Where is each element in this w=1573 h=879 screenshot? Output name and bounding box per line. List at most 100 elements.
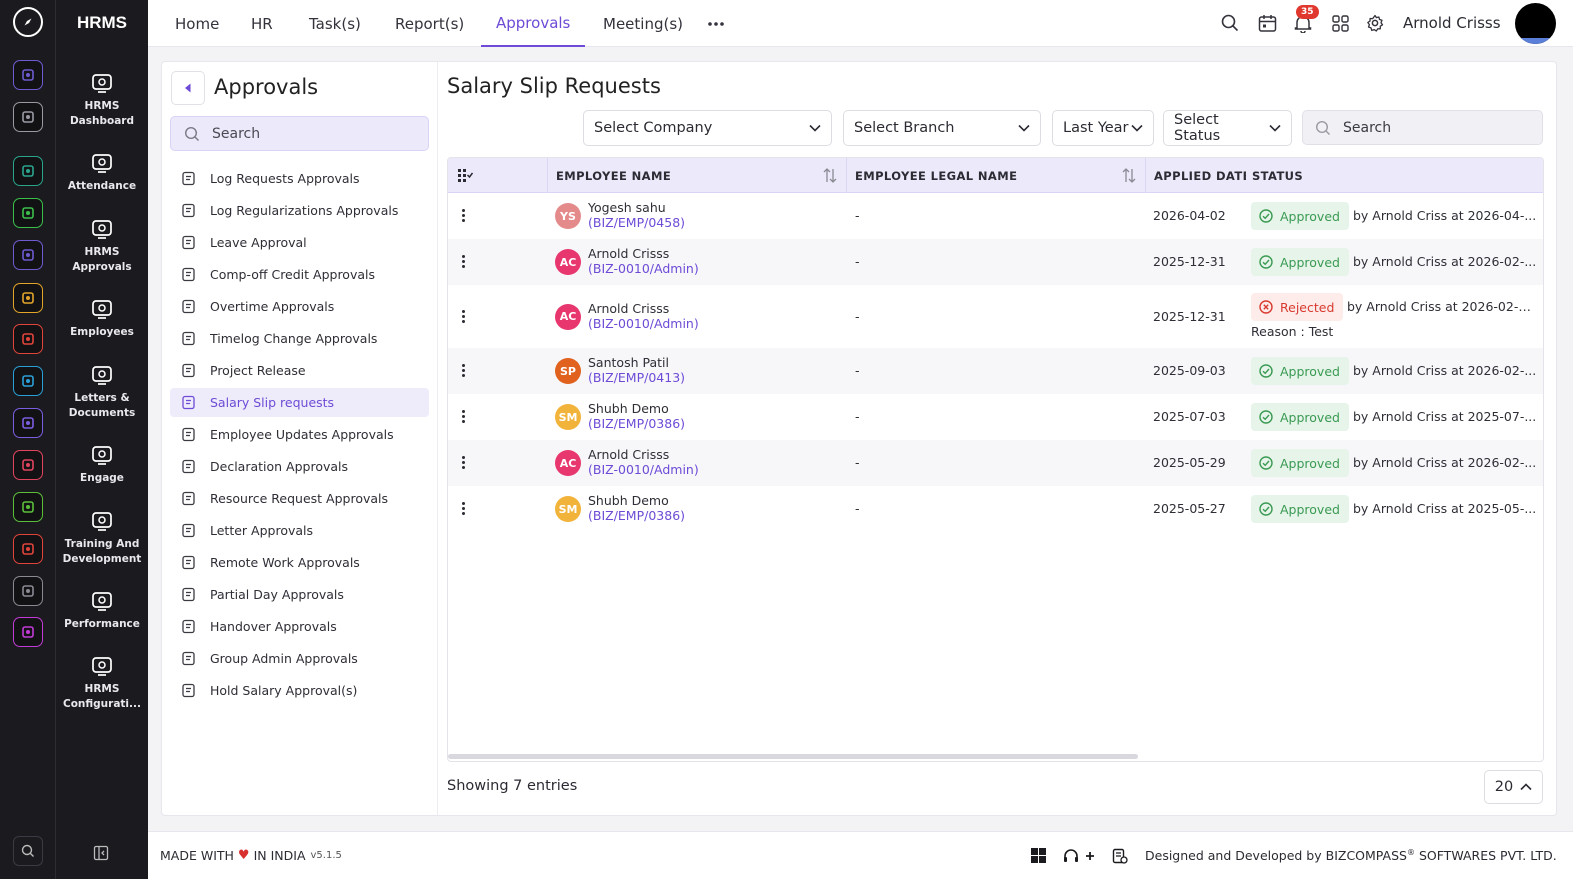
rail-search-icon[interactable]	[13, 836, 43, 866]
column-applied-date[interactable]: APPLIED DATE	[1154, 168, 1246, 183]
approval-menu-item[interactable]: Salary Slip requests	[170, 388, 429, 417]
collapse-sidebar-icon[interactable]	[93, 845, 109, 861]
status-select[interactable]: Select Status	[1163, 110, 1292, 146]
module-dashboard[interactable]: HRMS Dashboard	[56, 70, 148, 129]
target-rail-icon[interactable]	[13, 324, 43, 354]
column-status[interactable]: STATUS	[1252, 168, 1304, 183]
user-avatar[interactable]	[1515, 3, 1556, 44]
document-icon[interactable]	[1112, 848, 1128, 864]
nav-tab-meetings[interactable]: Meeting(s)	[603, 14, 683, 33]
table-row[interactable]: AC Arnold Crisss (BIZ-0010/Admin) - 2025-05-…	[448, 440, 1543, 486]
nav-tab-home[interactable]: Home	[175, 14, 220, 33]
approval-menu-item[interactable]: Letter Approvals	[170, 516, 429, 545]
nav-tab-hr[interactable]: HR	[251, 14, 273, 33]
approval-menu-item[interactable]: Group Admin Approvals	[170, 644, 429, 673]
presentation-rail-icon[interactable]	[13, 450, 43, 480]
sort-icon[interactable]	[823, 168, 837, 183]
approval-type-icon	[179, 426, 197, 444]
ship-rail-icon[interactable]	[13, 408, 43, 438]
pin-rail-icon[interactable]	[13, 102, 43, 132]
module-performance[interactable]: Performance	[56, 588, 148, 632]
table-row[interactable]: AC Arnold Crisss (BIZ-0010/Admin) - 2025-12-…	[448, 285, 1543, 348]
search-icon[interactable]	[1219, 12, 1241, 34]
column-employee-legal-name[interactable]: EMPLOYEE LEGAL NAME	[855, 168, 1018, 183]
module-engage[interactable]: Engage	[56, 442, 148, 486]
nav-tab-reports[interactable]: Report(s)	[395, 14, 465, 33]
row-actions-icon[interactable]	[462, 456, 465, 469]
award-rail-icon[interactable]	[13, 534, 43, 564]
approval-menu-item[interactable]: Project Release	[170, 356, 429, 385]
approval-menu-item[interactable]: Comp-off Credit Approvals	[170, 260, 429, 289]
approval-menu-item[interactable]: Log Requests Approvals	[170, 164, 429, 193]
table-row[interactable]: AC Arnold Crisss (BIZ-0010/Admin) - 2025-12-…	[448, 239, 1543, 285]
approvals-search-input[interactable]: Search	[170, 116, 429, 151]
settings-gear-icon[interactable]	[1364, 12, 1386, 34]
approval-menu-item[interactable]: Timelog Change Approvals	[170, 324, 429, 353]
approval-menu-item[interactable]: Partial Day Approvals	[170, 580, 429, 609]
page-size-select[interactable]: 20	[1484, 770, 1543, 804]
nav-tab-tasks[interactable]: Task(s)	[309, 14, 361, 33]
settings-rail-icon[interactable]	[13, 617, 43, 647]
back-button[interactable]	[171, 71, 205, 105]
approval-menu-item[interactable]: Declaration Approvals	[170, 452, 429, 481]
windows-icon[interactable]	[1031, 848, 1046, 863]
approval-menu-item[interactable]: Hold Salary Approval(s)	[170, 676, 429, 705]
team-rail-icon[interactable]	[13, 156, 43, 186]
approval-menu-item[interactable]: Leave Approval	[170, 228, 429, 257]
employee-code[interactable]: (BIZ-0010/Admin)	[588, 462, 699, 477]
approval-menu-item[interactable]: Employee Updates Approvals	[170, 420, 429, 449]
apps-grid-icon[interactable]	[1329, 12, 1351, 34]
module-attendance[interactable]: Attendance	[56, 150, 148, 194]
nav-tab-approvals[interactable]: Approvals	[481, 0, 586, 47]
row-actions-icon[interactable]	[462, 410, 465, 423]
company-select[interactable]: Select Company	[583, 110, 832, 146]
row-actions-icon[interactable]	[462, 364, 465, 377]
approval-menu-item[interactable]: Log Regularizations Approvals	[170, 196, 429, 225]
made-in-india-text: MADE WITH ♥ IN INDIA v5.1.5	[160, 848, 342, 863]
approval-menu-item[interactable]: Overtime Approvals	[170, 292, 429, 321]
approval-menu-label: Log Requests Approvals	[210, 171, 360, 186]
table-row[interactable]: SP Santosh Patil (BIZ/EMP/0413) - 2025-09-03…	[448, 348, 1543, 394]
row-actions-icon[interactable]	[462, 209, 465, 222]
table-row[interactable]: YS Yogesh sahu (BIZ/EMP/0458) - 2026-04-02 Ap…	[448, 193, 1543, 239]
column-employee-name[interactable]: EMPLOYEE NAME	[556, 168, 672, 183]
employee-code[interactable]: (BIZ-0010/Admin)	[588, 261, 699, 276]
approval-menu-item[interactable]: Resource Request Approvals	[170, 484, 429, 513]
calendar-icon[interactable]	[1256, 12, 1278, 34]
employee-code[interactable]: (BIZ/EMP/0386)	[588, 416, 686, 431]
briefcase-rail-icon[interactable]	[13, 240, 43, 270]
module-approvals[interactable]: HRMS Approvals	[56, 216, 148, 275]
branch-select[interactable]: Select Branch	[843, 110, 1041, 146]
employee-code[interactable]: (BIZ/EMP/0386)	[588, 508, 686, 523]
module-employees[interactable]: Employees	[56, 296, 148, 340]
horizontal-scrollbar[interactable]	[448, 754, 1138, 759]
support-headset-icon[interactable]	[1063, 848, 1097, 864]
money-rail-icon[interactable]	[13, 198, 43, 228]
hands-rail-icon[interactable]	[13, 283, 43, 313]
approval-menu-item[interactable]: Remote Work Approvals	[170, 548, 429, 577]
calendar-rail-icon[interactable]	[13, 366, 43, 396]
home-rail-icon[interactable]	[13, 60, 43, 90]
row-actions-icon[interactable]	[462, 255, 465, 268]
row-actions-icon[interactable]	[462, 502, 465, 515]
column-settings-icon[interactable]	[458, 158, 473, 193]
module-letters[interactable]: Letters & Documents	[56, 362, 148, 421]
approval-menu-item[interactable]: Handover Approvals	[170, 612, 429, 641]
period-select[interactable]: Last Year	[1052, 110, 1154, 146]
document-rail-icon[interactable]	[13, 492, 43, 522]
applied-date: 2025-07-03	[1153, 409, 1226, 424]
table-search-input[interactable]: Search	[1302, 110, 1543, 145]
row-actions-icon[interactable]	[462, 309, 465, 323]
more-menu-icon[interactable]	[693, 0, 739, 47]
sort-icon[interactable]	[1122, 168, 1136, 183]
table-row[interactable]: SM Shubh Demo (BIZ/EMP/0386) - 2025-07-03 App…	[448, 394, 1543, 440]
table-row[interactable]: SM Shubh Demo (BIZ/EMP/0386) - 2025-05-27 App…	[448, 486, 1543, 532]
employee-code[interactable]: (BIZ-0010/Admin)	[588, 315, 699, 331]
module-training[interactable]: Training And Development	[56, 508, 148, 567]
compass-logo-icon[interactable]	[13, 7, 43, 37]
employee-code[interactable]: (BIZ/EMP/0413)	[588, 370, 686, 385]
house-rail-icon[interactable]	[13, 576, 43, 606]
user-name[interactable]: Arnold Crisss	[1403, 14, 1501, 32]
module-configuration[interactable]: HRMS Configurati...	[56, 653, 148, 712]
employee-code[interactable]: (BIZ/EMP/0458)	[588, 215, 686, 230]
